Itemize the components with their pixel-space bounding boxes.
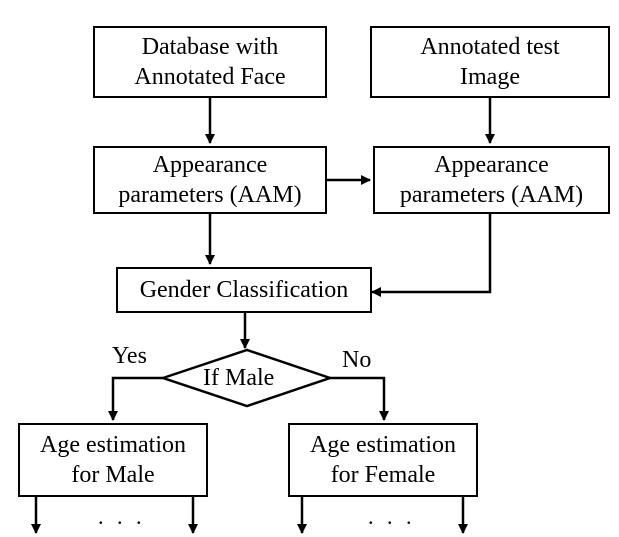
ellipsis-male: . . . [98,504,146,529]
aam-right-line2: parameters (AAM) [399,182,584,208]
test-image-line2: Image [460,64,520,90]
age-female-line2: for Female [330,462,436,488]
database-box: Database with Annotated Face [93,26,327,98]
aam-left-box: Appearance parameters (AAM) [93,146,327,214]
test-image-line1: Annotated test [420,34,560,60]
yes-label: Yes [112,343,147,369]
age-female-line1: Age estimation [310,432,456,458]
aam-right-box: Appearance parameters (AAM) [373,146,610,214]
gender-classification-label: Gender Classification [139,277,349,303]
aam-right-line1: Appearance [434,152,549,178]
decision-label: If Male [203,365,275,391]
aam-left-line2: parameters (AAM) [118,182,302,208]
age-male-line1: Age estimation [40,432,186,458]
decision-diamond [159,348,334,408]
test-image-box: Annotated test Image [370,26,610,98]
arrow-yes-branch [108,376,163,421]
arrow-no-branch [330,376,389,421]
age-male-line2: for Male [71,462,155,488]
aam-left-line1: Appearance [152,152,268,178]
no-label: No [342,347,372,373]
age-male-box: Age estimation for Male [18,423,208,497]
ellipsis-female: . . . [368,504,416,529]
age-female-box: Age estimation for Female [288,423,478,497]
arrow-aam-right-to-gender [371,214,492,297]
gender-classification-box: Gender Classification [116,267,372,313]
database-line1: Database with [141,34,279,60]
database-line2: Annotated Face [134,64,286,90]
